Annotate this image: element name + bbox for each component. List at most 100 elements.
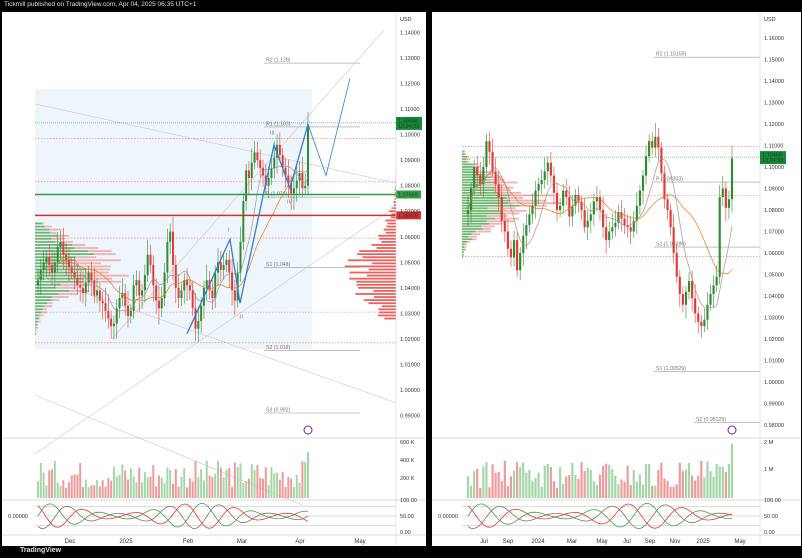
chart-left-svg[interactable]: R2 (1.128)R1 (1.103)P (1.076)S1 (1.048)S… — [2, 12, 426, 546]
volume-bar — [166, 467, 169, 498]
volume-profile-bar-buy — [35, 317, 39, 320]
volume-profile-bar-buy — [462, 186, 496, 189]
candle-body — [574, 194, 577, 206]
chart-right-svg[interactable]: R2 (1.15159) P (1.09303) S1 (1.06286) S1 (1… — [432, 12, 801, 546]
volume-bar — [37, 481, 39, 498]
pivot-label: S1 (1.06286) — [656, 242, 686, 248]
volume-bar — [121, 464, 124, 498]
volume-profile-bar-buy — [35, 265, 79, 268]
volume-bar — [660, 462, 663, 498]
candle-body — [250, 162, 253, 179]
pivot-label: S2 (0.98129) — [696, 417, 726, 423]
volume-profile-bar-buy — [35, 314, 40, 317]
candle-body — [512, 240, 516, 258]
candle-body — [287, 175, 290, 184]
candle-body — [543, 171, 546, 180]
volume-profile-right-bar — [394, 191, 396, 194]
volume-bar — [247, 478, 250, 498]
volume-profile-bar-sell — [57, 234, 69, 237]
volume-bar — [512, 470, 516, 498]
volume-bar — [219, 467, 222, 498]
volume-profile-bar-buy — [462, 173, 483, 176]
volume-bar — [617, 484, 620, 498]
chart-panel-right[interactable]: R2 (1.15159) P (1.09303) S1 (1.06286) S1 (1… — [432, 12, 801, 546]
oscillator-axis-label: 0.00 — [400, 530, 411, 536]
candle-body — [200, 305, 203, 322]
volume-bar — [623, 481, 626, 498]
volume-profile-bar-buy — [462, 209, 502, 212]
oscillator-line — [37, 503, 309, 529]
event-marker-icon[interactable] — [727, 425, 737, 435]
volume-profile-right-bar — [390, 216, 396, 219]
volume-bar — [202, 480, 205, 498]
event-marker-icon[interactable] — [303, 425, 313, 435]
bar-countdown-text: 13:24:33 — [398, 124, 419, 130]
candle-body — [138, 280, 141, 296]
volume-bar — [205, 460, 208, 498]
volume-bar — [697, 475, 700, 498]
volume-bar — [301, 461, 304, 498]
volume-axis-label: 600 K — [400, 440, 415, 446]
candle-body — [121, 292, 124, 299]
volume-bar — [307, 451, 309, 498]
candle-body — [549, 162, 552, 176]
volume-bar — [211, 476, 214, 498]
oscillator-axis-label: 50.00 — [400, 514, 414, 520]
price-tick-label: 1.00000 — [764, 380, 784, 386]
volume-bar — [245, 480, 248, 498]
candle-body — [172, 231, 174, 265]
volume-profile-bar-sell — [468, 235, 477, 238]
tradingview-logo[interactable]: TradingView — [20, 547, 62, 554]
volume-profile-bar-buy — [35, 326, 37, 329]
volume-profile-right-bar — [358, 286, 396, 289]
chart-panel-left[interactable]: R2 (1.128)R1 (1.103)P (1.076)S1 (1.048)S… — [2, 12, 426, 546]
price-tick-label: 1.06000 — [400, 235, 420, 241]
candle-body — [219, 262, 222, 270]
volume-bar — [155, 486, 158, 498]
volume-profile-bar-sell — [464, 153, 467, 155]
price-tick-label: 1.08000 — [400, 184, 420, 190]
volume-bar — [485, 462, 488, 498]
volume-profile-bar-sell — [467, 160, 470, 163]
volume-profile-bar-sell — [495, 186, 514, 189]
volume-bar — [138, 467, 141, 498]
volume-profile-right-bar — [357, 253, 396, 256]
key-level-tag-text: 1.06838 — [398, 214, 418, 220]
price-tick-label: 1.03000 — [764, 316, 784, 322]
elliott-wave-label: II — [240, 315, 243, 321]
volume-profile-bar-buy — [35, 268, 87, 271]
volume-bar — [568, 474, 571, 498]
volume-profile-bar-buy — [35, 308, 43, 311]
volume-bar — [146, 477, 149, 498]
volume-profile-bar-buy — [35, 293, 59, 295]
candle-body — [638, 190, 641, 206]
elliott-wave-label: IV — [287, 200, 292, 206]
volume-profile-right-bar — [378, 234, 396, 237]
volume-profile-bar-sell — [93, 253, 116, 256]
volume-profile-bar-buy — [35, 274, 85, 277]
candle-body — [617, 212, 620, 223]
candle-body — [614, 222, 617, 228]
candle-body — [174, 264, 177, 288]
candle-body — [715, 276, 718, 286]
volume-profile-bar-buy — [35, 244, 73, 246]
candle-body — [211, 290, 214, 299]
candle-body — [546, 162, 549, 172]
volume-bar — [172, 483, 174, 498]
volume-bar — [574, 475, 577, 498]
volume-bar — [90, 485, 93, 498]
volume-bar — [476, 468, 479, 498]
candle-body — [632, 220, 635, 232]
volume-bar — [626, 465, 629, 498]
candle-body — [509, 248, 513, 258]
candle-body — [59, 241, 62, 247]
volume-bar — [115, 476, 118, 498]
candle-body — [231, 272, 234, 291]
volume-bar — [287, 476, 290, 498]
volume-profile-bar-buy — [462, 155, 467, 158]
volume-bar — [284, 486, 287, 498]
volume-bar — [648, 464, 651, 498]
pivot-label: R2 (1.15159) — [656, 52, 687, 58]
volume-bar — [549, 467, 552, 498]
candle-body — [727, 199, 731, 208]
